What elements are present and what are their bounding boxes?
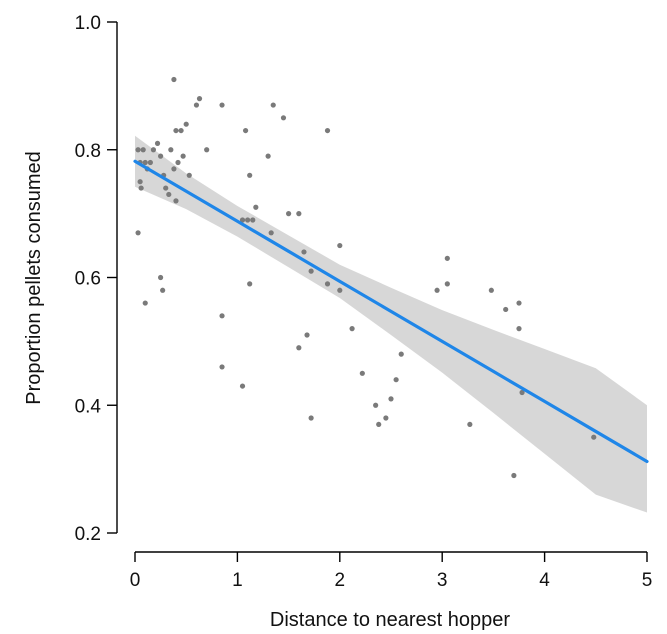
y-tick-label: 1.0 xyxy=(75,13,101,34)
data-point xyxy=(519,389,525,396)
data-point xyxy=(324,281,331,287)
data-point xyxy=(135,230,141,236)
data-point xyxy=(308,268,314,274)
data-point xyxy=(337,242,343,249)
x-axis-ticks: 0 1 2 3 4 5 xyxy=(130,552,653,591)
y-tick-label: 0.4 xyxy=(75,396,102,417)
data-point xyxy=(219,102,225,108)
data-point xyxy=(239,383,246,389)
data-point xyxy=(373,402,379,408)
data-point xyxy=(183,121,189,127)
confidence-band-layer xyxy=(135,135,647,513)
x-tick-label: 0 xyxy=(130,570,141,591)
data-point xyxy=(219,313,225,319)
data-point xyxy=(193,102,200,108)
data-point xyxy=(511,472,517,479)
data-point xyxy=(180,153,186,159)
data-point xyxy=(467,421,473,428)
data-point xyxy=(160,287,166,293)
data-point xyxy=(301,249,307,255)
data-point xyxy=(245,217,251,223)
y-tick-label: 0.2 xyxy=(75,524,101,545)
data-point xyxy=(154,140,161,146)
x-axis-label: Distance to nearest hopper xyxy=(270,609,510,631)
data-point xyxy=(383,415,389,421)
data-point xyxy=(166,191,172,198)
data-point xyxy=(247,172,253,178)
data-point xyxy=(268,230,274,236)
data-point xyxy=(142,300,148,306)
data-point xyxy=(171,166,177,172)
y-axis-ticks: 0.2 0.4 0.6 0.8 1.0 xyxy=(75,13,117,545)
data-point xyxy=(142,159,148,166)
data-point xyxy=(140,147,146,153)
data-point xyxy=(171,76,177,83)
data-point xyxy=(296,345,302,351)
data-point xyxy=(175,159,181,166)
data-point xyxy=(196,96,203,102)
data-point xyxy=(296,211,302,217)
data-point xyxy=(388,396,394,402)
confidence-band xyxy=(135,135,647,513)
x-tick-label: 5 xyxy=(642,570,653,591)
x-tick-label: 1 xyxy=(232,570,243,591)
data-point xyxy=(138,185,144,191)
data-point xyxy=(516,326,522,332)
data-point xyxy=(286,211,292,217)
data-point xyxy=(137,179,143,185)
data-point xyxy=(158,153,164,159)
data-point xyxy=(516,300,522,306)
data-point xyxy=(349,326,355,332)
data-point xyxy=(280,115,287,121)
data-point xyxy=(186,172,192,178)
data-point xyxy=(503,306,509,313)
data-point xyxy=(173,127,179,134)
data-point xyxy=(393,377,399,383)
data-point xyxy=(163,185,169,191)
data-point xyxy=(434,287,440,293)
data-point xyxy=(376,421,382,428)
data-point xyxy=(591,434,597,440)
data-point xyxy=(250,217,256,223)
data-point xyxy=(242,127,249,134)
data-point xyxy=(444,255,450,261)
data-point xyxy=(270,102,276,108)
data-point xyxy=(168,147,174,153)
data-point xyxy=(150,147,157,153)
data-point xyxy=(158,274,164,281)
data-point xyxy=(444,281,450,287)
x-tick-label: 3 xyxy=(437,570,448,591)
data-point xyxy=(398,351,404,357)
scatter-points-layer xyxy=(135,76,597,479)
data-point xyxy=(173,198,179,204)
data-point xyxy=(337,287,343,293)
data-point xyxy=(488,287,494,293)
x-tick-label: 4 xyxy=(539,570,550,591)
y-tick-label: 0.8 xyxy=(75,141,101,162)
y-tick-label: 0.6 xyxy=(75,269,101,290)
data-point xyxy=(253,204,259,210)
data-point xyxy=(178,127,184,134)
fit-line-layer xyxy=(133,159,649,464)
data-point xyxy=(204,147,210,153)
fit-line xyxy=(133,159,649,464)
data-point xyxy=(308,415,314,421)
data-point xyxy=(239,217,246,223)
data-point xyxy=(219,364,225,370)
data-point xyxy=(265,153,271,159)
data-point xyxy=(304,332,310,338)
data-point xyxy=(147,159,153,166)
data-point xyxy=(135,147,141,153)
x-tick-label: 2 xyxy=(335,570,346,591)
data-point xyxy=(324,127,331,134)
data-point xyxy=(247,281,253,287)
y-axis-label: Proportion pellets consumed xyxy=(23,151,45,404)
data-point xyxy=(359,370,365,376)
